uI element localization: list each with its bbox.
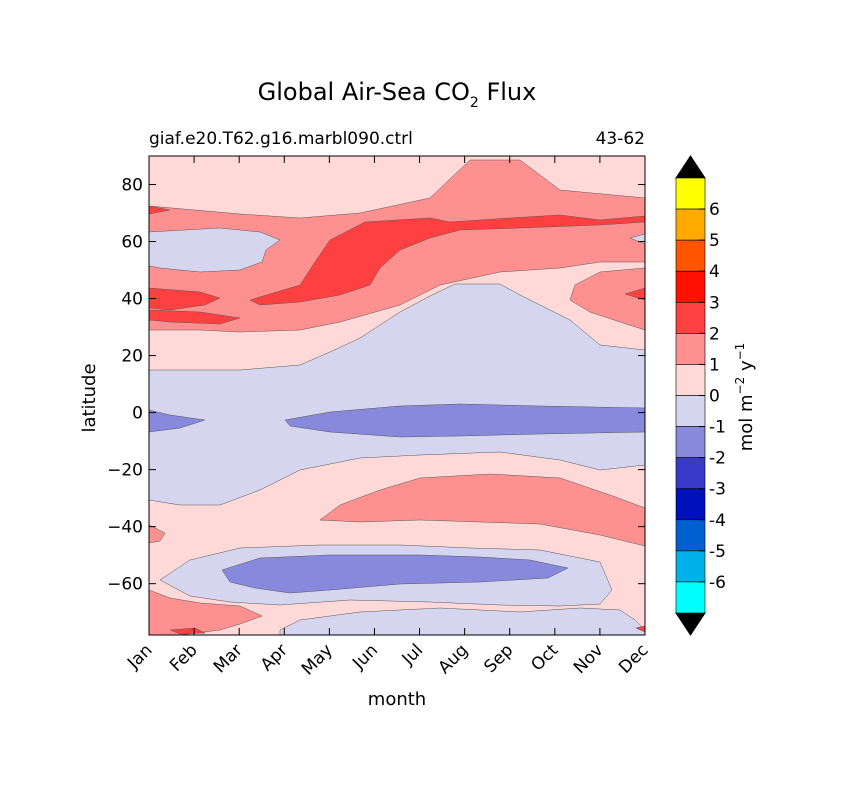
- colorbar-tick-label: -5: [709, 542, 726, 562]
- band-2-to-3-north-top: [149, 205, 171, 215]
- band-2-to-3-antarctic-dec: [635, 625, 645, 633]
- colorbar-segment: [675, 581, 706, 614]
- plot-frame: [148, 155, 646, 636]
- x-tick-label: Feb: [166, 640, 201, 675]
- band-2-to-3-antarctic: [169, 627, 206, 635]
- colorbar-segment: [675, 208, 706, 241]
- x-tick-label: Apr: [257, 640, 292, 675]
- y-tick-label: −60: [107, 575, 143, 595]
- colorbar-segment: [675, 239, 706, 272]
- x-tick-label: Jun: [348, 640, 382, 674]
- colorbar-tick-label: 2: [709, 324, 720, 344]
- x-tick-label: Dec: [615, 640, 652, 677]
- colorbar-segment: [675, 364, 706, 396]
- colorbar-tick-label: 6: [709, 200, 720, 220]
- y-tick-label: 60: [121, 233, 143, 253]
- y-tick-label: −20: [107, 461, 143, 481]
- colorbar-segment: [675, 333, 706, 365]
- y-axis-label: latitude: [79, 363, 100, 432]
- y-tick-label: 80: [121, 176, 143, 196]
- colorbar-segment: [675, 457, 706, 490]
- colorbar-tick-label: -6: [709, 573, 726, 593]
- subtitle-left: giaf.e20.T62.g16.marbl090.ctrl: [149, 129, 413, 149]
- colorbar-segment: [675, 177, 706, 210]
- x-tick-label: Aug: [435, 640, 473, 678]
- band-neg1-to-0-antarctic: [279, 607, 645, 635]
- x-tick-label: May: [298, 640, 337, 679]
- y-axis: 80 60 40 20 0 −20 −40 −60: [107, 176, 645, 595]
- colorbar-segment: [675, 488, 706, 521]
- y-tick-label: 20: [121, 347, 143, 367]
- band-1-to-2-antarctic: [149, 589, 263, 635]
- x-tick-label: Jul: [398, 640, 427, 669]
- band-neg2-to-neg1-equator-main: [284, 403, 645, 438]
- chart-title: Global Air-Sea CO2 Flux: [258, 78, 537, 111]
- colorbar-tick-label: 3: [709, 293, 720, 313]
- x-axis-label: month: [368, 689, 426, 710]
- colorbar-label: mol m−2 y−1: [733, 343, 757, 452]
- colorbar-tick-label: 1: [709, 355, 720, 375]
- band-1-to-2-northeast: [569, 267, 645, 331]
- band-neg1-to-0-pocket-north: [149, 227, 281, 273]
- band-2-to-3-north: [149, 287, 221, 311]
- colorbar-segment: [675, 550, 706, 583]
- band-2-to-3-north-jan: [149, 309, 241, 325]
- colorbar: 6 5 4 3 2 1 0 -1 -2 -3 -4 -5 -6: [675, 155, 726, 636]
- y-tick-label: 0: [132, 404, 143, 424]
- colorbar-extend-min: [675, 612, 706, 636]
- y-tick-label: 40: [121, 290, 143, 310]
- colorbar-segment: [675, 519, 706, 552]
- colorbar-tick-label: 0: [709, 387, 720, 407]
- band-neg2-to-neg1-south: [221, 554, 569, 594]
- x-tick-label: Jan: [123, 640, 156, 673]
- colorbar-tick-label: -2: [709, 449, 726, 469]
- colorbar-tick-label: 5: [709, 231, 720, 251]
- colorbar-segment: [675, 395, 706, 427]
- band-2-to-3-north-main: [249, 214, 645, 306]
- band-neg1-to-0-tropics: [149, 283, 645, 506]
- colorbar-tick-label: -3: [709, 480, 726, 500]
- colorbar-tick-label: 4: [709, 262, 720, 282]
- x-tick-label: Nov: [570, 640, 608, 678]
- colorbar-extend-max: [675, 155, 706, 179]
- y-tick-label: −40: [107, 518, 143, 538]
- colorbar-segment: [675, 301, 706, 334]
- subtitle-right: 43-62: [596, 129, 645, 149]
- band-neg2-to-neg1-equator: [149, 409, 206, 433]
- contour-plot: [149, 156, 645, 635]
- colorbar-tick-label: -4: [709, 511, 726, 531]
- band-2-to-3-dec-40n: [624, 287, 645, 301]
- x-tick-label: Oct: [527, 640, 562, 675]
- colorbar-tick-label: -1: [709, 418, 726, 438]
- colorbar-segment: [675, 426, 706, 458]
- x-tick-label: Mar: [210, 640, 247, 677]
- x-tick-label: Sep: [480, 640, 517, 677]
- band-1-to-2-south-jan: [149, 524, 166, 544]
- band-1-to-2-south: [319, 473, 645, 547]
- colorbar-segment: [675, 270, 706, 303]
